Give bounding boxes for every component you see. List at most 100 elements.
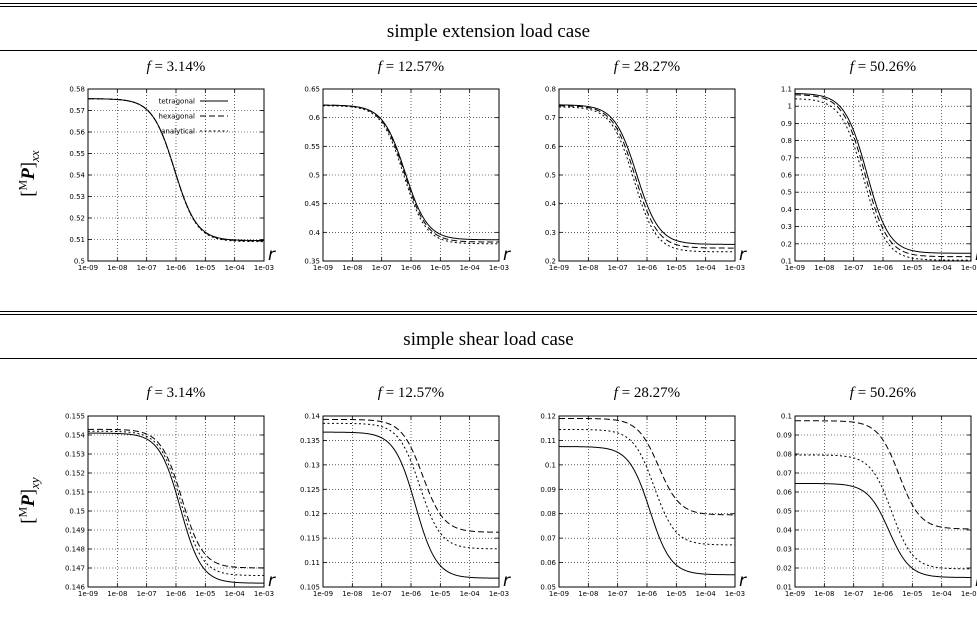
x-axis-symbol: r	[268, 245, 276, 265]
x-tick-label: 1e-04	[225, 264, 246, 272]
y-tick-label: 0.1	[545, 461, 556, 469]
x-axis-symbol: r	[975, 571, 977, 591]
extension-title-rule	[0, 50, 977, 51]
x-tick-label: 1e-05	[902, 590, 922, 598]
series-hexagonal-line	[88, 428, 265, 569]
x-tick-label: 1e-09	[785, 264, 805, 272]
x-tick-label: 1e-08	[342, 264, 362, 272]
series-tetragonal-line	[558, 104, 735, 245]
y-tick-label: 0.3	[545, 229, 556, 237]
y-tick-label: 1.1	[781, 86, 792, 94]
y-tick-label: 0.115	[300, 535, 320, 543]
x-tick-label: 1e-08	[578, 264, 598, 272]
x-axis-symbol: r	[975, 245, 977, 265]
y-tick-label: 0.03	[776, 546, 792, 554]
y-tick-label: 0.151	[65, 489, 85, 497]
series-hexagonal-line	[322, 104, 499, 243]
y-tick-label: 0.148	[65, 546, 85, 554]
y-tick-label: 0.06	[540, 559, 556, 567]
series-hexagonal-line	[323, 418, 500, 533]
y-tick-label: 0.125	[300, 486, 320, 494]
x-tick-label: 1e-03	[961, 264, 977, 272]
y-tick-label: 0.52	[69, 215, 85, 223]
y-tick-label: 0.51	[69, 236, 85, 244]
series-analytical-line	[558, 106, 735, 253]
y-tick-label: 0.4	[309, 229, 321, 237]
x-tick-label: 1e-05	[666, 264, 686, 272]
y-tick-label: 0.4	[545, 200, 557, 208]
y-tick-label: 0.54	[69, 172, 85, 180]
x-tick-label: 1e-06	[873, 590, 894, 598]
x-tick-label: 1e-04	[460, 264, 481, 272]
plot-frame	[322, 88, 500, 262]
x-axis-symbol: r	[268, 571, 276, 591]
x-tick-label: 1e-03	[254, 590, 274, 598]
y-tick-label: 0.154	[65, 432, 86, 440]
x-tick-label: 1e-03	[489, 264, 509, 272]
panel-title-shear-3: f = 28.27%	[613, 385, 681, 401]
x-tick-label: 1e-04	[696, 264, 717, 272]
x-tick-label: 1e-06	[873, 264, 894, 272]
y-tick-label: 0.153	[65, 451, 85, 459]
x-tick-label: 1e-03	[961, 590, 977, 598]
y-tick-label: 0.9	[781, 120, 792, 128]
y-tick-label: 0.09	[776, 432, 792, 440]
series-analytical-line	[88, 98, 264, 243]
y-tick-label: 0.07	[540, 535, 556, 543]
y-tick-label: 0.14	[304, 413, 320, 421]
y-tick-label: 0.105	[300, 584, 320, 592]
y-tick-label: 0.2	[781, 240, 792, 248]
panel-title-shear-4: f = 50.26%	[849, 385, 917, 401]
series-hexagonal-line	[559, 417, 736, 516]
y-tick-label: 0.15	[69, 508, 85, 516]
x-tick-label: 1e-05	[430, 264, 450, 272]
y-tick-label: 0.56	[69, 129, 85, 137]
series-hexagonal-line	[795, 420, 972, 530]
series-hexagonal-line	[794, 94, 971, 258]
y-tick-label: 0.146	[65, 584, 86, 592]
y-tick-label: 0.8	[545, 86, 556, 94]
y-tick-label: 0.01	[776, 584, 792, 592]
y-tick-label: 0.05	[540, 584, 556, 592]
series-hexagonal-line	[88, 98, 265, 242]
series-tetragonal-line	[87, 432, 265, 584]
y-tick-label: 0.35	[304, 258, 320, 266]
y-tick-label: 0.09	[540, 486, 556, 494]
middle-rule	[0, 311, 977, 312]
y-tick-label: 0.55	[69, 150, 85, 158]
y-tick-label: 1	[788, 103, 792, 111]
x-tick-label: 1e-03	[725, 590, 745, 598]
y-tick-label: 0.5	[74, 258, 85, 266]
series-analytical-line	[795, 454, 972, 570]
x-tick-label: 1e-08	[107, 590, 127, 598]
series-tetragonal-line	[323, 431, 499, 579]
x-tick-label: 1e-05	[430, 590, 450, 598]
series-tetragonal-line	[795, 482, 971, 578]
shear-section-title: simple shear load case	[403, 329, 574, 350]
y-tick-label: 0.6	[545, 143, 557, 151]
y-tick-label: 0.5	[309, 172, 320, 180]
x-tick-label: 1e-07	[372, 590, 392, 598]
series-analytical-line	[88, 430, 264, 577]
y-tick-label: 0.12	[540, 413, 556, 421]
plot-frame	[87, 415, 265, 588]
panel-title-ext-4: f = 50.26%	[849, 59, 917, 75]
x-tick-label: 1e-06	[401, 264, 422, 272]
x-tick-label: 1e-09	[313, 264, 333, 272]
x-tick-label: 1e-05	[666, 590, 686, 598]
x-tick-label: 1e-08	[107, 264, 127, 272]
y-tick-label: 0.45	[304, 200, 320, 208]
x-tick-label: 1e-07	[844, 590, 864, 598]
x-tick-label: 1e-05	[902, 264, 922, 272]
y-tick-label: 0.12	[304, 510, 320, 518]
series-analytical-line	[323, 422, 500, 550]
y-tick-label: 0.7	[781, 154, 792, 162]
x-tick-label: 1e-09	[549, 590, 569, 598]
legend-label-tetragonal: tetragonal	[159, 98, 195, 106]
series-tetragonal-line	[559, 446, 736, 576]
y-tick-label: 0.135	[300, 437, 320, 445]
y-tick-label: 0.5	[545, 172, 556, 180]
x-tick-label: 1e-09	[78, 264, 98, 272]
x-tick-label: 1e-07	[844, 264, 864, 272]
